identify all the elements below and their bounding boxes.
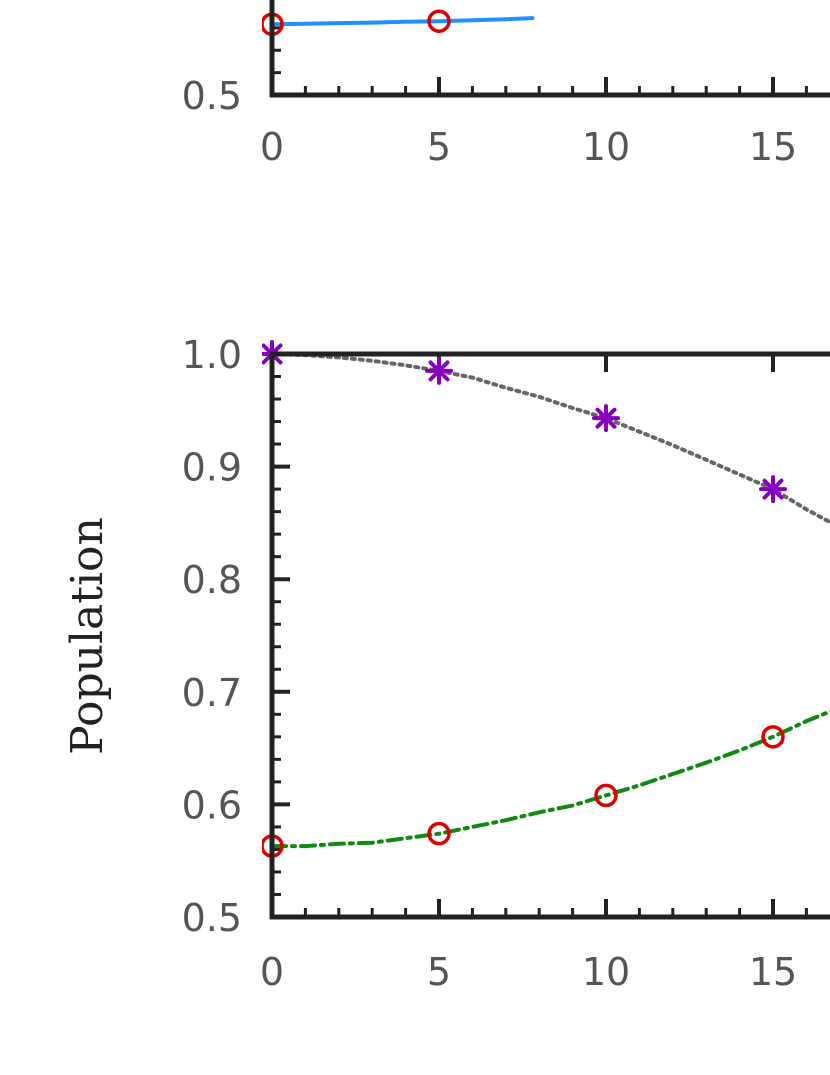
top-axis-ticks [270,26,808,97]
y-tick-label: 0.6 [182,783,242,827]
bottom-axis-ticks [270,352,808,919]
x-tick-label: 10 [582,125,630,169]
data-point-marker [759,475,787,504]
data-point-marker [427,821,451,846]
y-tick-label: 0.7 [182,671,242,715]
y-axis-title: Population [62,517,113,755]
data-point-marker [427,9,451,33]
x-tick-label: 15 [749,950,797,994]
top-axes [269,0,830,98]
x-tick-label: 5 [427,950,451,994]
series-line-1 [270,352,830,525]
bottom-series-layer [262,340,830,858]
y-tick-label-clipped: 0.6 [182,0,242,6]
data-point-marker [761,725,785,749]
top-panel: 0 5 10 15 0.5 0.6 [182,0,830,169]
top-tick-labels: 0 5 10 15 0.5 0.6 [182,0,798,169]
data-point-marker [425,356,453,385]
series-line-2 [270,709,830,849]
asterisk-stroke [428,360,450,382]
y-tick-label: 0.5 [182,74,242,118]
x-tick-label: 10 [582,950,630,994]
y-tick-label: 1.0 [182,333,242,377]
x-tick-label: 0 [260,125,284,169]
bottom-tick-labels: 0 5 10 15 0.5 0.6 0.7 0.8 0.9 1.0 [182,333,798,994]
bottom-axes [269,351,830,920]
top-series-layer [262,9,535,36]
series-line-1 [270,16,535,27]
x-tick-label: 5 [427,125,451,169]
y-tick-label: 0.5 [182,896,242,940]
bottom-panel: 0 5 10 15 0.5 0.6 0.7 0.8 0.9 1.0 Population [62,333,830,994]
data-point-marker [594,783,618,808]
x-tick-label: 0 [260,950,284,994]
asterisk-stroke [762,478,784,500]
y-tick-label: 0.8 [182,558,242,602]
data-point-marker [592,404,620,433]
x-tick-label: 15 [749,125,797,169]
y-tick-label: 0.9 [182,446,242,490]
asterisk-stroke [595,407,617,429]
